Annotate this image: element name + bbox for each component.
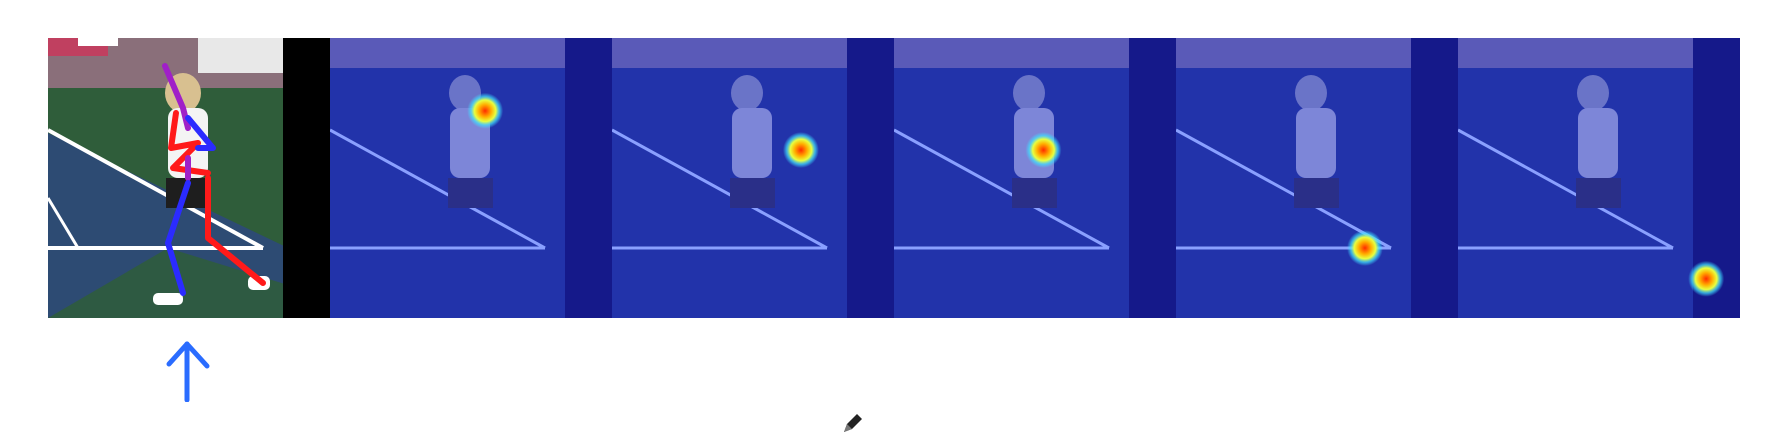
heatmap-panel xyxy=(612,38,894,318)
joint-heat-spot xyxy=(1688,260,1725,297)
heatmap-panel xyxy=(330,38,612,318)
heatmap-panel xyxy=(1458,38,1740,318)
pencil-icon xyxy=(844,414,862,432)
joint-heat-spot xyxy=(1346,230,1383,266)
heatmap-panel xyxy=(894,38,1176,318)
joint-heat-spot xyxy=(1025,132,1062,168)
pose-overlay-panel xyxy=(48,38,330,318)
heatmap-panel xyxy=(1176,38,1458,318)
joint-heat-spot xyxy=(782,132,819,168)
joint-heat-spot xyxy=(467,92,504,129)
up-arrow-icon xyxy=(166,341,210,402)
